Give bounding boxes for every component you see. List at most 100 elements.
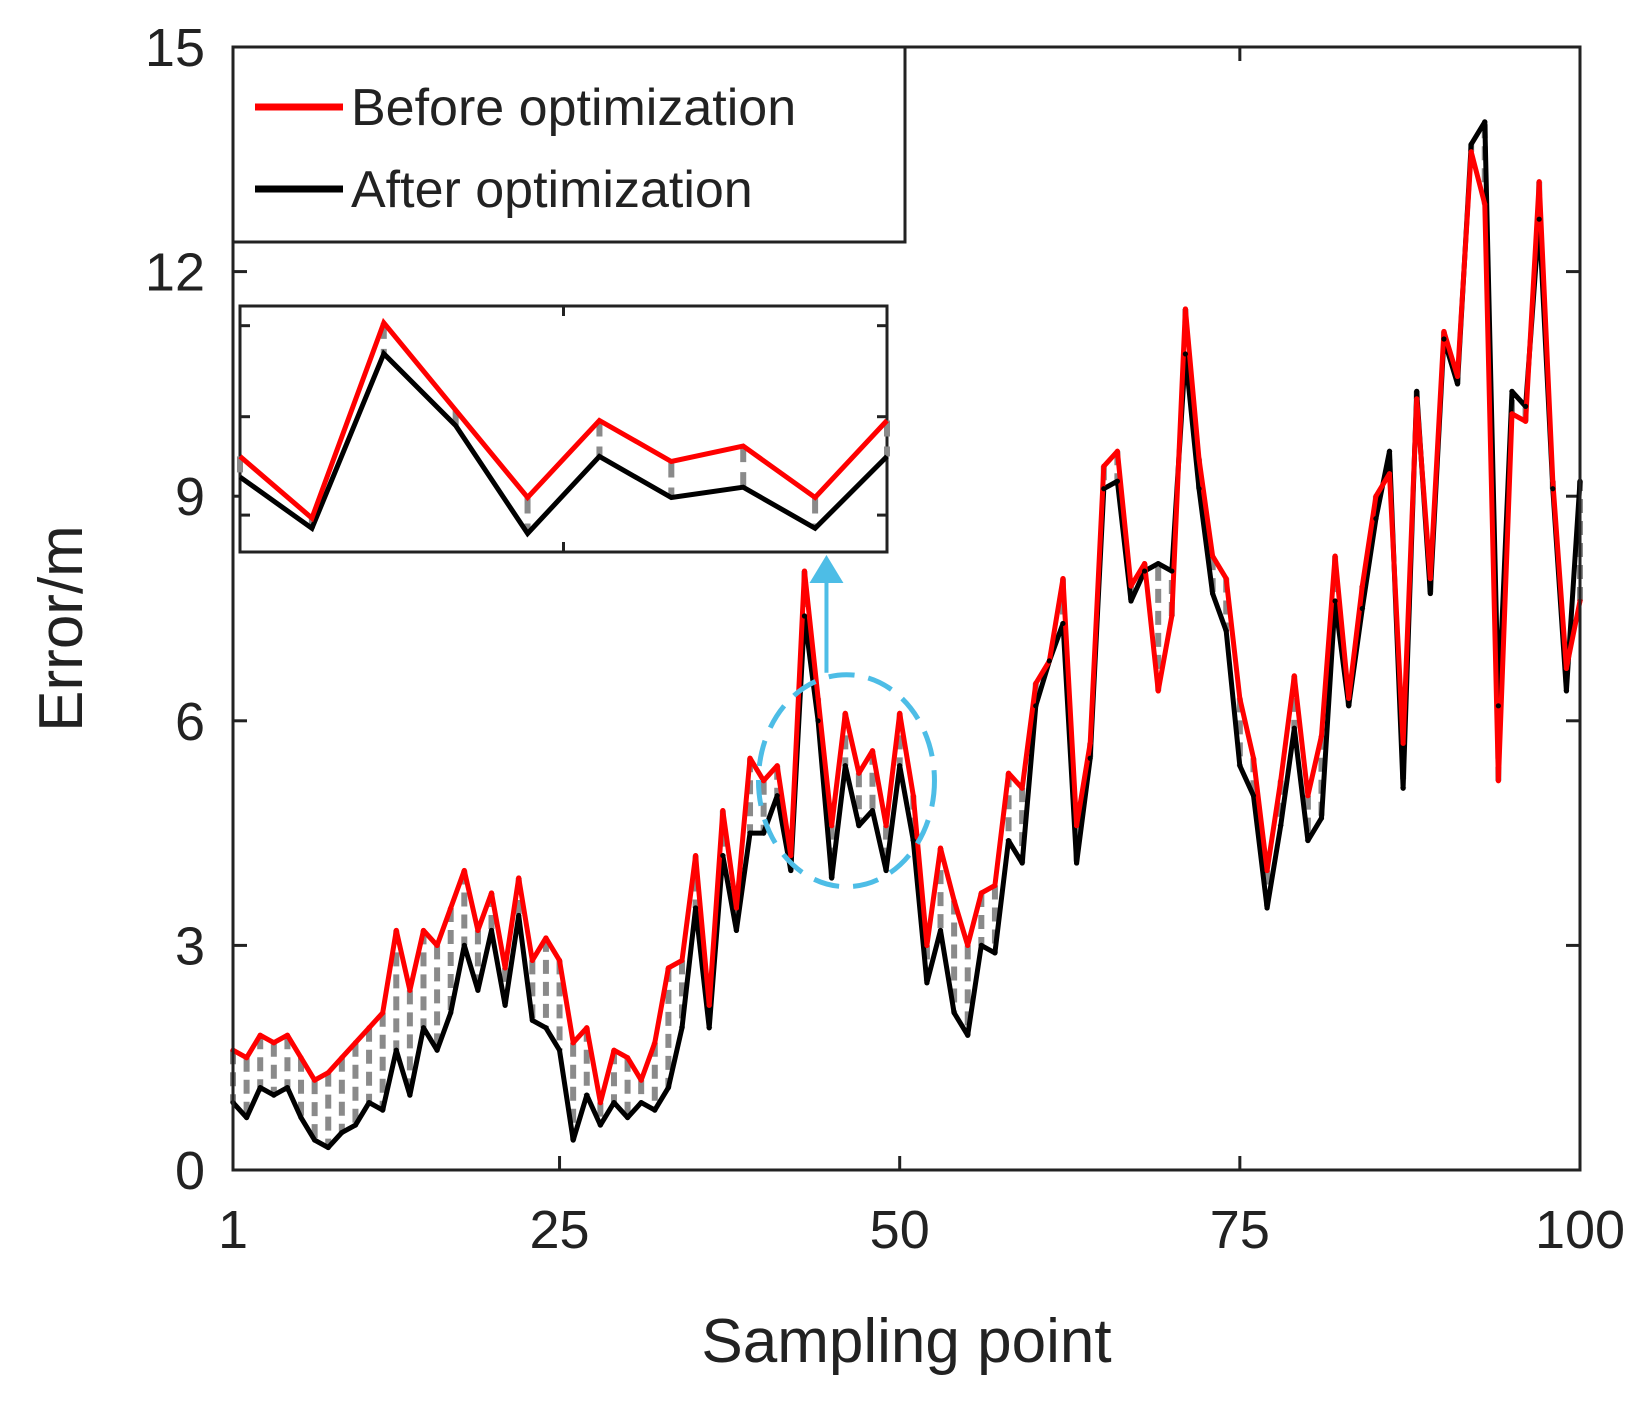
point-before (461, 867, 467, 874)
point-before (1033, 680, 1039, 686)
point-after (1414, 388, 1420, 394)
point-before (1386, 471, 1393, 477)
point-after (815, 718, 821, 724)
point-before (611, 1047, 617, 1053)
point-before (747, 755, 753, 761)
point-after (1128, 598, 1134, 604)
point-before (1155, 688, 1161, 694)
point-before (420, 927, 427, 934)
point-before (570, 1040, 576, 1046)
point-after (1101, 486, 1107, 492)
point-before (992, 882, 998, 889)
point-after (842, 763, 848, 769)
point-before (679, 957, 685, 963)
y-tick-label: 12 (145, 243, 205, 303)
point-before (584, 1025, 590, 1031)
point-after (325, 1144, 331, 1151)
point-after (475, 987, 481, 993)
point-after (951, 1010, 957, 1016)
y-tick-label: 15 (145, 18, 205, 78)
point-before (1169, 613, 1175, 619)
point-before (339, 1055, 345, 1061)
point-before (1427, 575, 1433, 582)
point-before (556, 957, 563, 963)
point-before (1346, 695, 1352, 701)
x-tick-label: 25 (530, 1200, 590, 1260)
point-after (788, 867, 794, 874)
point-before (1482, 201, 1488, 207)
point-before (284, 1032, 291, 1038)
point-before (1441, 328, 1447, 335)
point-before (1237, 695, 1243, 701)
point-before (706, 1002, 712, 1008)
point-after (1482, 119, 1488, 125)
point-after (434, 1047, 440, 1053)
point-after (1441, 336, 1447, 342)
point-after (706, 1025, 712, 1031)
point-after (1291, 725, 1297, 731)
inset-series-before (238, 317, 889, 523)
point-before (325, 1070, 331, 1076)
point-before (856, 770, 862, 776)
point-before (488, 890, 495, 896)
point-after (1005, 837, 1012, 844)
point-before (897, 710, 903, 716)
point-before (1264, 867, 1270, 874)
point-before (1005, 770, 1012, 776)
point-before (774, 763, 780, 769)
point-before (1278, 778, 1284, 784)
point-before (1196, 456, 1202, 462)
point-after (652, 1107, 658, 1113)
point-before (665, 965, 671, 971)
x-tick-label: 50 (870, 1200, 930, 1260)
point-after (1114, 478, 1120, 484)
point-after (1142, 568, 1148, 574)
point-before (883, 823, 889, 829)
point-after (556, 1047, 563, 1053)
point-before (1060, 575, 1066, 582)
point-after (1210, 590, 1216, 597)
point-after (1509, 388, 1515, 394)
point-after (910, 837, 916, 844)
point-after (1468, 141, 1474, 147)
point-after (1182, 351, 1189, 357)
point-after (570, 1137, 576, 1143)
legend-box (231, 45, 907, 244)
point-before (638, 1077, 644, 1083)
point-after (244, 1114, 250, 1121)
point-after (897, 763, 903, 769)
point-after (924, 980, 930, 986)
zoom-annotation (755, 555, 937, 890)
point-after (1454, 381, 1461, 387)
point-after (1237, 763, 1243, 769)
point-before (1468, 149, 1474, 155)
point-before (910, 793, 916, 799)
point-before (380, 1010, 386, 1016)
point-after (1060, 620, 1066, 627)
point-after (298, 1114, 304, 1121)
point-before (502, 965, 508, 971)
point-after (1332, 598, 1338, 604)
point-before (965, 942, 971, 949)
x-tick-label: 1 (218, 1200, 248, 1260)
point-before (1536, 179, 1542, 185)
point-before (937, 845, 944, 851)
legend-label-before: Before optimization (351, 79, 796, 137)
point-after (1073, 860, 1080, 866)
point-before (257, 1032, 263, 1038)
point-before (1563, 665, 1569, 671)
point-before (1182, 306, 1189, 312)
y-tick-label: 0 (175, 1141, 205, 1201)
point-after (488, 927, 495, 934)
point-before (1414, 396, 1420, 402)
point-after (1373, 516, 1379, 522)
point-after (1359, 605, 1365, 612)
point-before (298, 1055, 304, 1061)
point-before (1373, 493, 1379, 499)
point-before (624, 1055, 631, 1061)
point-after (761, 830, 767, 836)
point-before (1400, 740, 1406, 746)
point-before (1495, 778, 1501, 784)
inset-series-after (238, 349, 889, 538)
